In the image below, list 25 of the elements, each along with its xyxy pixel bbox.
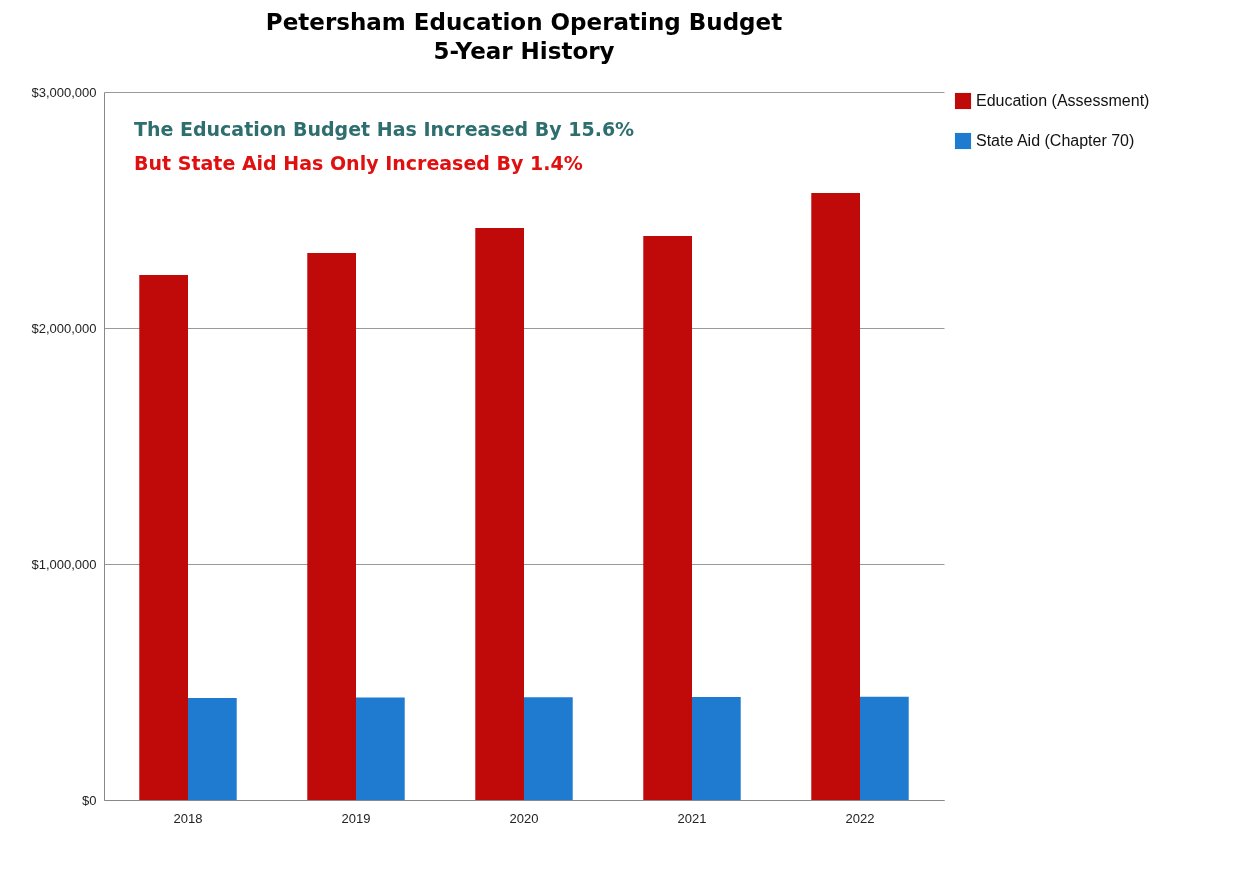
chart-title: Petersham Education Operating Budget xyxy=(265,9,783,35)
x-tick-label: 2022 xyxy=(845,810,875,826)
bar xyxy=(356,697,405,800)
y-tick-label: $3,000,000 xyxy=(31,84,97,100)
x-tick-label: 2018 xyxy=(173,810,203,826)
bar xyxy=(188,698,237,800)
legend-label: Education (Assessment) xyxy=(976,92,1150,109)
y-tick-label: $0 xyxy=(82,792,97,808)
bar xyxy=(692,697,741,800)
x-tick-label: 2021 xyxy=(677,810,707,826)
bar xyxy=(307,252,356,800)
bar xyxy=(139,274,188,800)
bar xyxy=(811,193,860,800)
legend-label: State Aid (Chapter 70) xyxy=(976,132,1135,149)
bar xyxy=(643,235,692,800)
y-tick-label: $1,000,000 xyxy=(31,556,97,572)
bar xyxy=(860,696,909,800)
annotation: But State Aid Has Only Increased By 1.4% xyxy=(134,152,583,174)
x-tick-label: 2019 xyxy=(341,810,371,826)
y-tick-label: $2,000,000 xyxy=(31,320,97,336)
bar xyxy=(524,697,573,800)
annotation: The Education Budget Has Increased By 15.6% xyxy=(134,118,635,140)
bar xyxy=(475,227,524,800)
chart-subtitle: 5-Year History xyxy=(433,38,615,64)
x-tick-label: 2020 xyxy=(509,810,539,826)
